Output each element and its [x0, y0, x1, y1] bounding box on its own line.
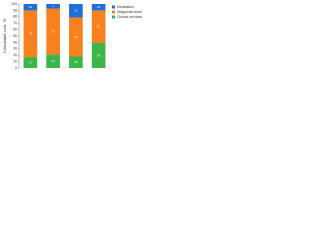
value-label: 10 [97, 5, 101, 9]
bar-segment [23, 10, 38, 58]
bar-segment [46, 54, 60, 68]
y-axis-label: Cumulative cost, % [2, 18, 7, 53]
bar-segment [23, 57, 38, 68]
value-label: 21 [51, 59, 55, 63]
legend-label: Clinical services [117, 15, 142, 19]
y-tick-label: 20 [13, 53, 17, 57]
value-label: 17 [29, 60, 33, 64]
value-label: 51 [97, 25, 101, 29]
chart: Cumulative cost, % 0 10 20 30 40 50 60 70 80 90 10… [2, 2, 142, 70]
value-label: 72 [51, 29, 55, 33]
y-tick-label: 60 [13, 28, 17, 32]
y-tick-label: 70 [13, 21, 17, 25]
y-tick-label: 30 [13, 47, 17, 51]
bar-segment [91, 43, 106, 68]
y-tick-label: 10 [13, 60, 17, 64]
y-tick-label: 40 [13, 40, 17, 44]
value-label: 21 [74, 9, 78, 13]
y-tick-label: 50 [13, 34, 17, 38]
bar-segment [23, 4, 38, 11]
legend-label: Diagnostic tests [117, 10, 142, 14]
legend-swatch [112, 10, 115, 14]
value-label: 18 [74, 60, 78, 64]
value-label: 7 [52, 4, 54, 8]
y-tick-label: 80 [13, 15, 17, 19]
y-tick-label: 90 [13, 8, 17, 12]
value-label: 10 [29, 5, 33, 9]
legend-swatch [112, 15, 115, 19]
value-label: 73 [29, 32, 33, 36]
y-tick-label: 100 [11, 2, 17, 6]
bar-segment [91, 4, 106, 11]
bar-segment [69, 17, 83, 57]
bar-segment [69, 56, 83, 68]
value-label: 61 [74, 35, 78, 39]
bar-segment [91, 10, 106, 44]
legend-label: Medication [117, 5, 134, 9]
bar-segment [46, 4, 60, 9]
bar-segment [69, 4, 83, 18]
value-label: 39 [97, 53, 101, 57]
legend-swatch [112, 5, 115, 9]
y-tick-label: 0 [15, 66, 17, 70]
bar-segment [46, 8, 60, 55]
